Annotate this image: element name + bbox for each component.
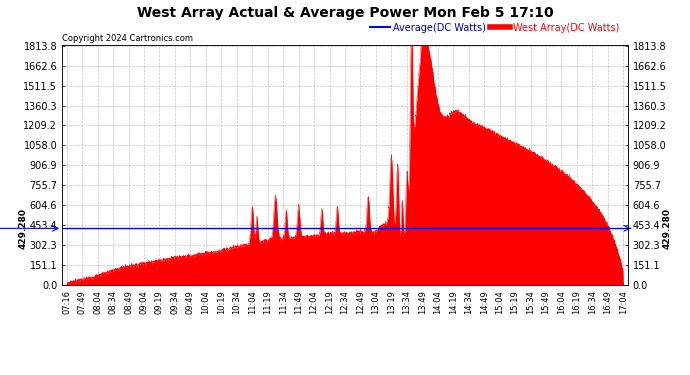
Text: Copyright 2024 Cartronics.com: Copyright 2024 Cartronics.com	[62, 34, 193, 43]
Legend: Average(DC Watts), West Array(DC Watts): Average(DC Watts), West Array(DC Watts)	[366, 19, 623, 36]
Text: 429.280: 429.280	[662, 208, 671, 249]
Text: 429.280: 429.280	[19, 208, 28, 249]
Text: West Array Actual & Average Power Mon Feb 5 17:10: West Array Actual & Average Power Mon Fe…	[137, 6, 553, 20]
